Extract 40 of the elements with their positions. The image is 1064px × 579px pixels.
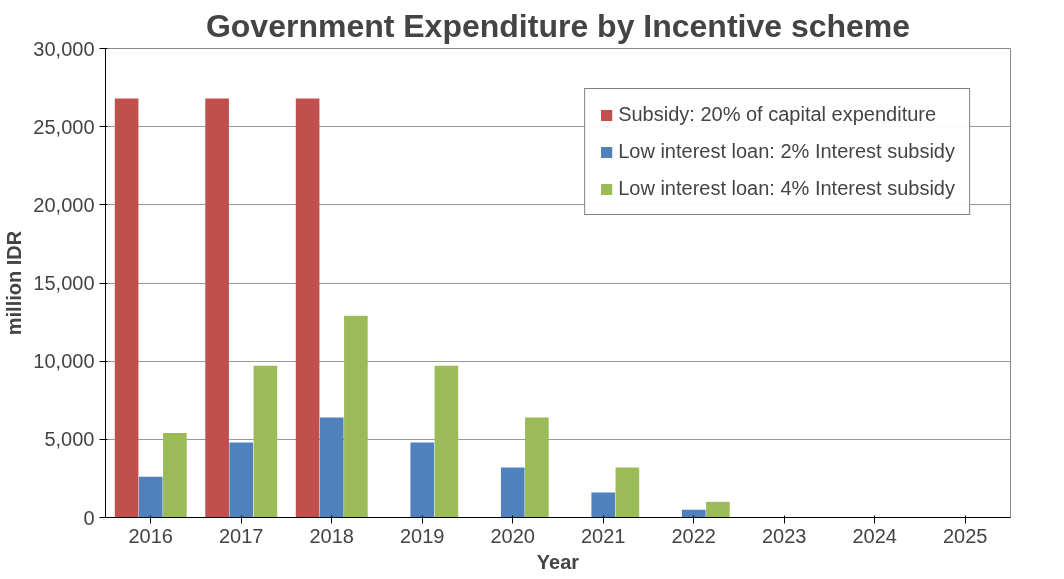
bar bbox=[525, 417, 549, 518]
x-tick-label: 2025 bbox=[943, 524, 988, 547]
bar bbox=[344, 315, 368, 518]
y-tick-label: 20,000 bbox=[33, 193, 95, 216]
bar bbox=[706, 501, 730, 518]
x-tick-label: 2017 bbox=[219, 524, 264, 547]
y-tick-label: 0 bbox=[83, 506, 95, 529]
bar bbox=[229, 442, 254, 518]
x-tick-label: 2016 bbox=[128, 524, 173, 547]
y-tick-label: 25,000 bbox=[33, 115, 95, 138]
legend-label: Low interest loan: 2% Interest subsidy bbox=[618, 140, 955, 163]
y-tick-label: 5,000 bbox=[44, 428, 95, 451]
bar bbox=[253, 365, 278, 518]
chart-title: Government Expenditure by Incentive scheme bbox=[205, 7, 911, 44]
x-tick-label: 2021 bbox=[581, 524, 626, 547]
bar bbox=[681, 509, 706, 518]
bar bbox=[138, 476, 163, 518]
x-tick-label: 2022 bbox=[671, 524, 716, 547]
x-tick-label: 2024 bbox=[852, 524, 897, 547]
legend-label: Low interest loan: 4% Interest subsidy bbox=[618, 177, 955, 200]
x-tick-label: 2023 bbox=[762, 524, 807, 547]
bar bbox=[319, 417, 344, 518]
bar bbox=[434, 365, 459, 518]
x-tick-label: 2018 bbox=[309, 524, 354, 547]
bar bbox=[295, 98, 320, 518]
y-tick-label: 30,000 bbox=[33, 37, 95, 60]
bar bbox=[591, 492, 616, 518]
y-axis-title: million IDR bbox=[3, 230, 26, 336]
x-tick-label: 2020 bbox=[490, 524, 535, 547]
x-axis-title: Year bbox=[536, 550, 580, 573]
y-tick-label: 10,000 bbox=[33, 350, 95, 373]
bar bbox=[163, 433, 187, 518]
y-tick-label: 15,000 bbox=[33, 272, 95, 294]
bar bbox=[410, 442, 435, 518]
bar bbox=[615, 467, 640, 518]
bar bbox=[500, 467, 525, 518]
bar bbox=[205, 98, 229, 518]
x-tick-label: 2019 bbox=[400, 524, 445, 547]
legend-label: Subsidy: 20% of capital expenditure bbox=[618, 103, 937, 126]
bar bbox=[114, 98, 139, 518]
